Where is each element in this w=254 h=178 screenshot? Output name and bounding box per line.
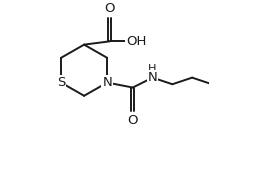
- Text: N: N: [148, 71, 157, 84]
- Text: O: O: [128, 114, 138, 127]
- Text: N: N: [102, 76, 112, 89]
- Text: S: S: [57, 76, 65, 89]
- Text: OH: OH: [126, 35, 147, 48]
- Text: O: O: [104, 2, 115, 15]
- Text: H: H: [148, 64, 157, 74]
